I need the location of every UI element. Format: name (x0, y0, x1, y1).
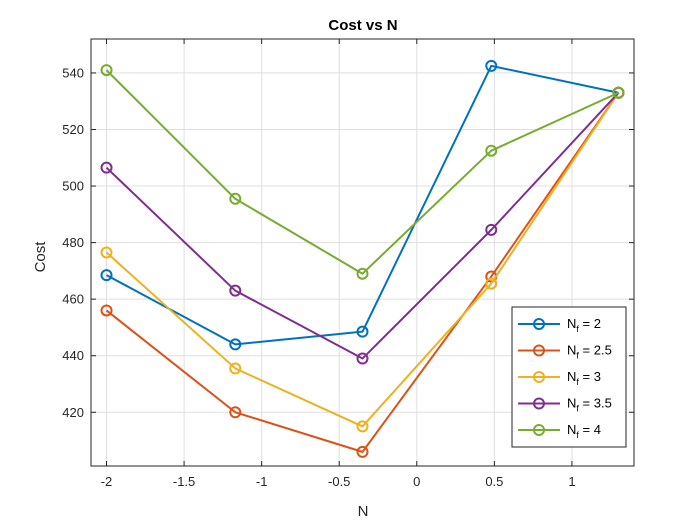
series-line (105, 92, 620, 453)
y-axis-label: Cost (32, 241, 49, 273)
y-tick-label: 460 (62, 292, 84, 307)
plot-area (90, 38, 635, 467)
data-point (356, 445, 369, 458)
legend-swatch-marker (533, 424, 545, 436)
x-tick-label: -1.5 (173, 474, 195, 489)
data-point (229, 362, 242, 375)
x-tick-label: 0 (413, 474, 420, 489)
data-point (229, 192, 242, 205)
legend-entry-label: Nf = 3.5 (567, 396, 612, 414)
data-point (100, 161, 113, 174)
y-tick-label: 440 (62, 348, 84, 363)
x-axis-label: N (358, 503, 369, 520)
legend-entry-label: Nf = 4 (567, 422, 601, 440)
legend: Nf = 2 Nf = 2.5 Nf = 3 Nf = 3.5 Nf = 4 (511, 306, 627, 448)
data-point (100, 269, 113, 282)
y-tick-label: 500 (62, 179, 84, 194)
x-tick-label: -1 (256, 474, 268, 489)
tick-labels: -2 -1.5 -1 -0.5 0 0.5 1 420 440 460 480 500 520 540 (62, 65, 575, 489)
series-line (105, 92, 620, 428)
x-tick-label: 1 (568, 474, 575, 489)
data-point (485, 277, 498, 290)
data-point (229, 284, 242, 297)
y-tick-label: 420 (62, 405, 84, 420)
data-point (485, 223, 498, 236)
data-point (100, 64, 113, 77)
legend-swatch-marker (533, 344, 545, 357)
x-tick-label: -2 (101, 474, 113, 489)
data-point (356, 267, 369, 280)
data-point (356, 420, 369, 433)
y-tick-label: 540 (62, 65, 84, 80)
data-point (612, 86, 625, 99)
series-line (105, 92, 620, 360)
legend-entry-label: Nf = 3 (567, 369, 601, 387)
data-point (485, 144, 498, 157)
data-point (229, 338, 242, 351)
data-point (100, 246, 113, 259)
chart-title: Cost vs N (328, 17, 397, 34)
series-line (105, 69, 619, 275)
data-point (356, 352, 369, 365)
legend-entry-label: Nf = 2 (567, 316, 601, 334)
y-tick-label: 480 (62, 235, 84, 250)
legend-entry-label: Nf = 2.5 (567, 343, 612, 361)
data-point (485, 59, 498, 72)
data-point (229, 406, 242, 419)
series-line (106, 64, 619, 346)
x-tick-label: 0.5 (485, 474, 503, 489)
series-layer (100, 59, 625, 458)
x-tick-label: -0.5 (328, 474, 350, 489)
y-tick-label: 520 (62, 122, 84, 137)
data-point (100, 304, 113, 317)
data-point (356, 325, 369, 338)
legend-swatch-marker (533, 371, 545, 383)
legend-swatch-marker (533, 397, 545, 410)
legend-swatch-marker (533, 318, 545, 330)
